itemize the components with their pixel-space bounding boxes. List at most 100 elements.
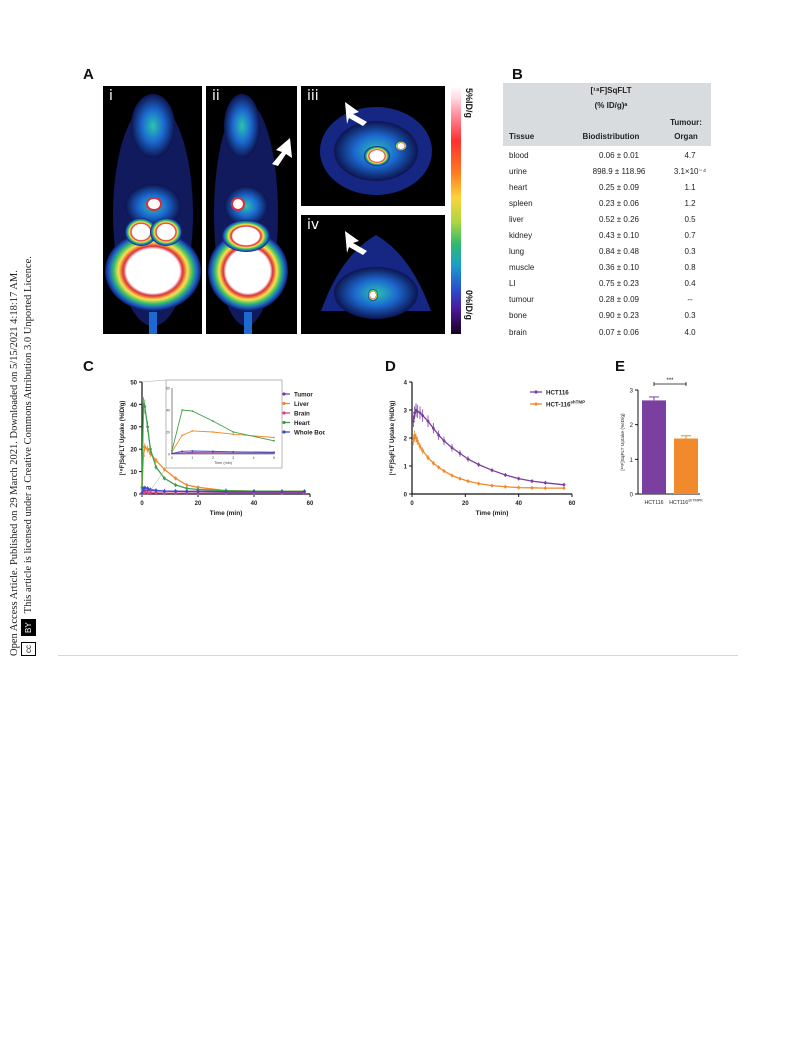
data-point [517, 486, 521, 489]
inset-series-line-0 [171, 451, 275, 454]
inset-data-point [211, 420, 214, 422]
data-point [224, 490, 228, 494]
data-point [442, 439, 446, 443]
inset-data-point [181, 409, 184, 411]
data-point [413, 433, 417, 437]
table-grid: blood 0.06 ± 0.01 4.7 urine 898.9 ± 118.96 3.… [503, 147, 711, 340]
scale-top-label: 5%ID/g [464, 88, 474, 119]
table-header-ratio-2: Organ [674, 132, 698, 141]
series-line-0 [412, 408, 565, 486]
cell-tissue: urine [509, 166, 527, 176]
x-tick-label: 0 [410, 501, 414, 507]
data-point [163, 491, 166, 495]
inset-data-point [211, 452, 214, 455]
data-point [140, 491, 144, 495]
cell-bio: 0.36 ± 0.10 [599, 263, 639, 273]
cell-tissue: liver [509, 214, 524, 224]
data-point [146, 487, 149, 490]
data-point [543, 486, 547, 490]
table-row: tumour 0.28 ± 0.09 -- [503, 292, 711, 308]
data-point [442, 469, 446, 473]
inset-data-point [232, 433, 235, 436]
inset-x-tick-label: 4 [253, 456, 255, 460]
table-header-units: (% ID/g)ᵃ [594, 101, 628, 110]
licence-line-1: Open Access Article. Published on 29 Mar… [8, 6, 21, 656]
inset-x-tick-label: 1 [191, 456, 193, 460]
data-point [174, 489, 177, 493]
y-tick-label: 1 [404, 465, 408, 471]
biodistribution-table: [¹⁸F]SqFLT (% ID/g)ᵃ Tumour: Tissue Biod… [503, 83, 711, 343]
panel-letter-b: B [512, 66, 523, 83]
data-point [530, 479, 534, 483]
inset-y-tick-label: 40 [166, 409, 170, 413]
table-body: blood 0.06 ± 0.01 4.7 urine 898.9 ± 118.96 3.… [503, 147, 711, 340]
inset-data-point [181, 452, 184, 455]
data-point [477, 463, 481, 466]
legend-marker [282, 401, 286, 406]
cell-bio: 0.25 ± 0.09 [599, 182, 639, 192]
table-row: urine 898.9 ± 118.96 3.1×10⁻⁴ [503, 163, 711, 179]
data-point [143, 486, 147, 490]
panel-letter-c: C [83, 358, 94, 375]
data-point [185, 490, 189, 493]
inset-data-point [211, 431, 214, 433]
cell-ratio: 0.8 [684, 263, 696, 273]
inset-series-line-2 [171, 452, 274, 455]
pet-image-ii: ii [206, 86, 297, 334]
data-point [146, 425, 149, 429]
inset-y-tick-label: 0 [168, 453, 170, 457]
legend-label-text: Tumor [294, 392, 313, 399]
table-row: lung 0.84 ± 0.48 0.3 [503, 244, 711, 260]
arrow-icon [272, 138, 292, 166]
data-point [196, 485, 200, 489]
by-icon: BY [21, 619, 36, 636]
cell-ratio: 1.2 [684, 198, 696, 208]
cell-ratio: 4.7 [684, 150, 696, 160]
inset-data-point [191, 450, 194, 452]
data-point [149, 488, 152, 491]
data-point [458, 452, 462, 455]
data-point [280, 490, 284, 494]
data-point [466, 479, 470, 483]
data-point [196, 490, 200, 493]
legend-label: HCT116 [546, 390, 569, 397]
licence-line-2: cc BY This article is licensed under a Cre… [21, 6, 36, 656]
data-point [437, 466, 441, 469]
x-category-text: HCT116 [669, 500, 688, 506]
table-rows: blood 0.06 ± 0.01 4.7 urine 898.9 ± 118.96 3.… [503, 147, 711, 340]
table-row: blood 0.06 ± 0.01 4.7 [503, 147, 711, 163]
legend-marker [534, 390, 538, 394]
inset-data-point [232, 450, 235, 453]
pet-whole-body-coronal [105, 94, 201, 334]
legend-label: HCT-116shTMPK [546, 400, 585, 409]
y-axis-label: [¹⁸F]SqFLT Uptake (%ID/g) [620, 413, 626, 471]
cell-bio: 0.43 ± 0.10 [599, 231, 639, 241]
table-row: brain 0.07 ± 0.06 4.0 [503, 324, 711, 340]
data-point [163, 467, 166, 471]
pet-whole-body-sagittal [208, 94, 292, 334]
data-point [154, 459, 158, 462]
y-tick-label: 0 [630, 493, 634, 499]
data-point [490, 484, 494, 487]
x-category-text: HCT116 [645, 500, 664, 506]
x-tick-label: 0 [140, 501, 144, 507]
sidebar-line2-text: This article is licensed under a Creativ… [23, 256, 34, 614]
legend-label-text: Heart [294, 420, 310, 427]
data-point [415, 410, 419, 413]
data-point [154, 489, 158, 492]
legend-label-sup: shTMPK [570, 400, 585, 405]
data-point [490, 468, 494, 472]
licence-sidebar: Open Access Article. Published on 29 Mar… [8, 6, 38, 656]
panel-letter-e: E [615, 358, 626, 375]
data-point [143, 491, 147, 495]
x-category-sup: shTMPK [688, 499, 703, 503]
cell-tissue: kidney [509, 231, 533, 241]
data-point [185, 483, 189, 487]
data-point [418, 445, 422, 448]
footer-rule [58, 655, 738, 656]
inset-series-line-1 [171, 430, 275, 453]
cell-bio: 0.52 ± 0.26 [599, 214, 639, 224]
